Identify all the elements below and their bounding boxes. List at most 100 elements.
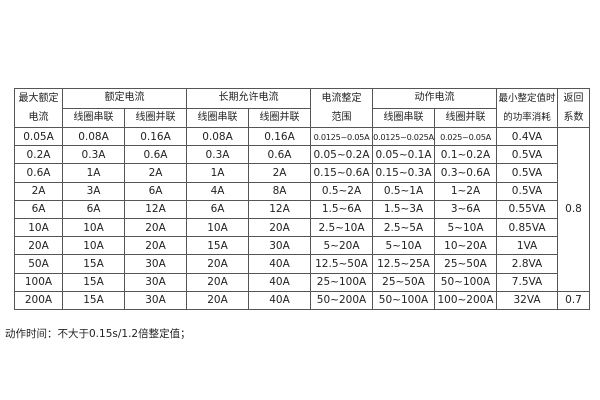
- table-cell: 4A: [186, 181, 249, 201]
- header-series: 线圈串联: [372, 107, 435, 128]
- table-cell: 1A: [186, 163, 249, 183]
- table-row: 100A 15A 30A 20A 40A 25~100A 25~50A 50~100A 7.5V…: [14, 272, 590, 292]
- table-cell: 20A: [248, 217, 311, 238]
- table-cell: 5~10A: [434, 217, 497, 238]
- table-cell: 6A: [14, 199, 63, 219]
- header-max-rated: 最大额定电流: [14, 88, 63, 128]
- table-cell: 40A: [248, 290, 311, 310]
- table-cell: 0.5~1A: [372, 181, 435, 201]
- table-cell: 0.5VA: [496, 145, 558, 165]
- table-cell: 0.6A: [14, 163, 63, 183]
- table-cell: 20A: [186, 290, 249, 310]
- table-cell: 25~50A: [372, 272, 435, 292]
- table-cell: 0.05~0.2A: [310, 145, 373, 165]
- table-cell: 0.6A: [124, 145, 187, 165]
- table-cell: 20A: [186, 254, 249, 274]
- table-cell: 0.5~2A: [310, 181, 373, 201]
- table-cell: 6A: [186, 199, 249, 219]
- return-coef-cell: 0.7: [557, 290, 590, 310]
- table-cell: 0.0125~0.025A: [372, 126, 435, 147]
- table-cell: 40A: [248, 272, 311, 292]
- table-cell: 50~100A: [372, 290, 435, 310]
- table-cell: 50A: [14, 254, 63, 274]
- table-cell: 10~20A: [434, 236, 497, 256]
- table-cell: 25~50A: [434, 254, 497, 274]
- header-parallel: 线圈并联: [248, 107, 311, 128]
- table-cell: 0.08A: [186, 126, 249, 147]
- table-cell: 25~100A: [310, 272, 373, 292]
- table-cell: 12.5~25A: [372, 254, 435, 274]
- table-row: 200A 15A 30A 20A 40A 50~200A 50~100A 100~200A 32…: [14, 290, 590, 310]
- table-cell: 100~200A: [434, 290, 497, 310]
- table-cell: 0.08A: [62, 126, 125, 147]
- table-cell: 0.05A: [14, 126, 63, 147]
- header-series: 线圈串联: [62, 107, 125, 128]
- table-cell: 2A: [14, 181, 63, 201]
- table-cell: 0.025~0.05A: [434, 126, 497, 147]
- table-row: 20A 10A 20A 15A 30A 5~20A 5~10A 10~20A 1VA: [14, 236, 590, 256]
- table-cell: 0.05~0.1A: [372, 145, 435, 165]
- table-cell: 10A: [62, 236, 125, 256]
- table-cell: 2A: [124, 163, 187, 183]
- header-series: 线圈串联: [186, 107, 249, 128]
- table-cell: 1.5~3A: [372, 199, 435, 219]
- table-cell: 30A: [248, 236, 311, 256]
- table-cell: 0.5VA: [496, 163, 558, 183]
- table-cell: 12.5~50A: [310, 254, 373, 274]
- table-cell: 0.6A: [248, 145, 311, 165]
- table-cell: 0.15~0.6A: [310, 163, 373, 183]
- table-cell: 15A: [186, 236, 249, 256]
- table-cell: 50~100A: [434, 272, 497, 292]
- table-cell: 32VA: [496, 290, 558, 310]
- table-cell: 20A: [14, 236, 63, 256]
- table-cell: 30A: [124, 290, 187, 310]
- table-cell: 15A: [62, 272, 125, 292]
- table-cell: 30A: [124, 254, 187, 274]
- table-cell: 15A: [62, 254, 125, 274]
- header-setting-range: 电流整定范围: [310, 88, 373, 128]
- table-cell: 0.3~0.6A: [434, 163, 497, 183]
- table-cell: 20A: [124, 217, 187, 238]
- header-min-power: 最小整定值时的功率消耗: [496, 88, 558, 128]
- footnote: 动作时间：不大于0.15s/1.2倍整定值；: [5, 328, 191, 340]
- table-cell: 0.1~0.2A: [434, 145, 497, 165]
- table-cell: 10A: [14, 217, 63, 238]
- table-cell: 2A: [248, 163, 311, 183]
- table-cell: 0.15~0.3A: [372, 163, 435, 183]
- table-cell: 10A: [62, 217, 125, 238]
- table-cell: 5~10A: [372, 236, 435, 256]
- table-cell: 2.5~10A: [310, 217, 373, 238]
- table-row: 2A 3A 6A 4A 8A 0.5~2A 0.5~1A 1~2A 0.5VA: [14, 181, 590, 201]
- table-cell: 40A: [248, 254, 311, 274]
- table-cell: 0.4VA: [496, 126, 558, 147]
- table-cell: 0.16A: [124, 126, 187, 147]
- table-row: 50A 15A 30A 20A 40A 12.5~50A 12.5~25A 25~50A 2.8…: [14, 254, 590, 274]
- table-cell: 5~20A: [310, 236, 373, 256]
- table-cell: 100A: [14, 272, 63, 292]
- header-parallel: 线圈并联: [434, 107, 497, 128]
- table-cell: 7.5VA: [496, 272, 558, 292]
- header-long-term: 长期允许电流: [186, 88, 311, 109]
- table-row: 0.2A 0.3A 0.6A 0.3A 0.6A 0.05~0.2A 0.05~0.1A 0.…: [14, 145, 590, 165]
- table-cell: 15A: [62, 290, 125, 310]
- table-cell: 1.5~6A: [310, 199, 373, 219]
- table-cell: 0.3A: [186, 145, 249, 165]
- table-cell: 0.55VA: [496, 199, 558, 219]
- table-cell: 6A: [124, 181, 187, 201]
- table-cell: 0.2A: [14, 145, 63, 165]
- header-rated-current: 额定电流: [62, 88, 187, 109]
- table-cell: 20A: [186, 272, 249, 292]
- header-return-coef: 返回系数: [557, 88, 590, 128]
- table-cell: 200A: [14, 290, 63, 310]
- table-cell: 1~2A: [434, 181, 497, 201]
- table-cell: 6A: [62, 199, 125, 219]
- table-cell: 1A: [62, 163, 125, 183]
- table-cell: 10A: [186, 217, 249, 238]
- table-cell: 0.16A: [248, 126, 311, 147]
- table-row: 6A 6A 12A 6A 12A 1.5~6A 1.5~3A 3~6A 0.55VA: [14, 199, 590, 219]
- table-cell: 3A: [62, 181, 125, 201]
- table-row: 10A 10A 20A 10A 20A 2.5~10A 2.5~5A 5~10A 0.85VA: [14, 217, 590, 238]
- table-cell: 0.5VA: [496, 181, 558, 201]
- table-cell: 0.85VA: [496, 217, 558, 238]
- table-cell: 3~6A: [434, 199, 497, 219]
